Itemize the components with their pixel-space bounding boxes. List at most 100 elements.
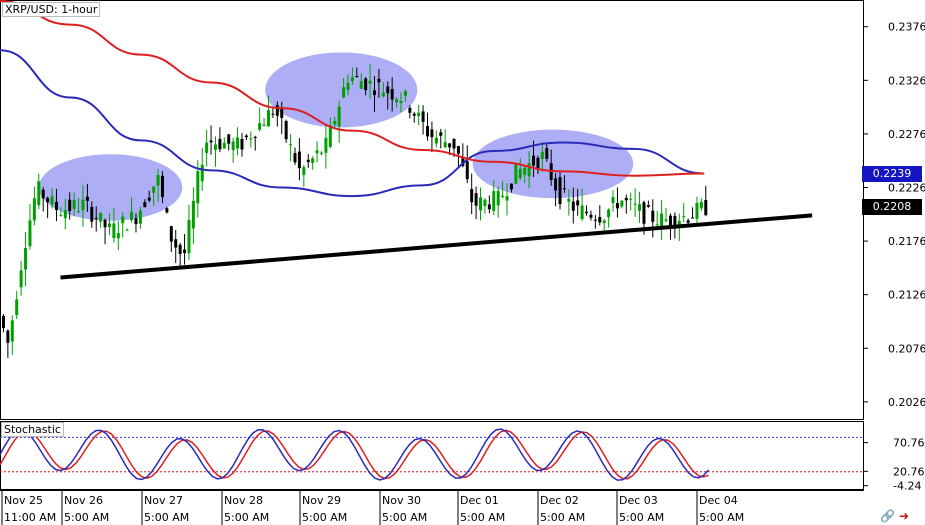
candle-body (85, 196, 89, 201)
candle-body (72, 200, 76, 209)
candle-body (271, 113, 275, 115)
candle-body (359, 81, 363, 89)
candle-body (103, 220, 107, 228)
candle-body (554, 178, 558, 191)
candle-body (699, 202, 703, 209)
candle-body (311, 158, 315, 164)
candle-body (143, 202, 147, 208)
candle-body (6, 330, 10, 343)
candle-body (505, 196, 509, 201)
candle-body (509, 183, 513, 190)
candle-body (54, 201, 58, 211)
candle-body (59, 214, 63, 216)
candle-body (390, 88, 394, 100)
candle-body (218, 138, 222, 150)
candle-body (501, 195, 505, 197)
ma-price-badge: 0.2239 (862, 165, 922, 182)
candle-body (174, 239, 178, 248)
candle-body (386, 86, 390, 94)
y-tick-label-6: 0.2076 (888, 342, 925, 355)
x-time-label-4: 5:00 AM (302, 511, 347, 524)
candle-body (46, 197, 50, 203)
candle-body (483, 199, 487, 207)
candle-body (673, 215, 677, 228)
candle-body (373, 90, 377, 96)
candle-body (585, 211, 589, 214)
x-time-label-5: 5:00 AM (382, 511, 427, 524)
candle-body (200, 164, 204, 182)
candle-body (19, 270, 23, 288)
candle-body (426, 126, 430, 137)
candle-body (346, 82, 350, 90)
x-date-label-0: Nov 25 (4, 494, 43, 507)
candle-body (562, 188, 566, 190)
candle-body (417, 112, 421, 117)
candle-body (589, 214, 593, 218)
x-date-label-6: Dec 01 (460, 494, 499, 507)
arrow-right-icon[interactable]: ➜ (898, 509, 909, 523)
candle-body (262, 124, 266, 126)
x-date-label-5: Nov 30 (382, 494, 421, 507)
y-tick-label-7: 0.2026 (888, 396, 925, 409)
link-icon[interactable]: 🔗 (879, 509, 895, 523)
x-time-label-6: 5:00 AM (460, 511, 505, 524)
stoch-tick-label-1: 20.76 (893, 465, 925, 478)
y-tick-label-5: 0.2126 (888, 289, 925, 302)
candle-body (540, 151, 544, 159)
highlight-ellipse-1 (265, 52, 418, 128)
candle-body (10, 320, 14, 342)
candle-body (138, 210, 142, 224)
candle-body (403, 91, 407, 96)
candle-body (677, 221, 681, 226)
stoch-tick-label-0: 70.76 (893, 437, 925, 450)
candle-body (487, 204, 491, 210)
price-axis: 0.2376 0.2326 0.2276 0.2226 0.2176 0.2126 0.20… (864, 21, 925, 409)
candle-body (81, 199, 85, 211)
x-time-label-9: 5:00 AM (699, 511, 744, 524)
candle-body (399, 100, 403, 104)
y-tick-label-4: 0.2176 (888, 235, 925, 248)
moving-average-0 (0, 49, 705, 198)
candle-body (465, 161, 469, 180)
stochastic-label: Stochastic (1, 422, 64, 437)
candle-body (227, 134, 231, 144)
candle-body (116, 233, 120, 239)
price-panel (0, 0, 813, 358)
candle-body (448, 143, 452, 148)
x-date-label-9: Dec 04 (699, 494, 738, 507)
candle-body (598, 216, 602, 223)
candle-body (620, 200, 624, 207)
candle-body (258, 123, 262, 130)
candle-body (28, 220, 32, 247)
stoch-d-line (0, 429, 709, 480)
candle-body (77, 210, 81, 212)
candle-body (364, 78, 368, 91)
candle-body (90, 206, 94, 222)
candle-body (209, 140, 213, 143)
candle-body (518, 168, 522, 179)
candle-body (532, 155, 536, 166)
candle-body (646, 205, 650, 207)
candle-body (434, 137, 438, 144)
x-time-label-2: 5:00 AM (144, 511, 189, 524)
candle-body (315, 150, 319, 154)
candle-body (152, 186, 156, 193)
candle-body (342, 87, 346, 98)
candle-body (213, 144, 217, 150)
candle-body (15, 299, 19, 316)
candle-body (266, 110, 270, 127)
candle-body (165, 208, 169, 213)
highlight-ellipse-2 (472, 129, 634, 199)
candle-body (593, 219, 597, 221)
candle-body (50, 196, 54, 205)
candle-body (191, 200, 195, 229)
x-date-label-7: Dec 02 (540, 494, 579, 507)
candle-body (147, 197, 151, 201)
candle-body (355, 76, 359, 78)
candle-body (607, 209, 611, 218)
candle-body (624, 197, 628, 201)
candle-body (24, 248, 28, 270)
x-time-label-8: 5:00 AM (619, 511, 664, 524)
x-date-label-2: Nov 27 (144, 494, 183, 507)
